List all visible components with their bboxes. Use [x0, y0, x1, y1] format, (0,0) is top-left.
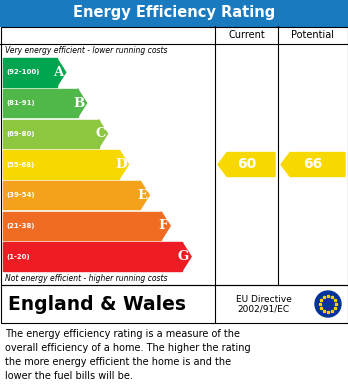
Text: (21-38): (21-38) [6, 223, 34, 229]
Text: lower the fuel bills will be.: lower the fuel bills will be. [5, 371, 133, 381]
Polygon shape [281, 152, 345, 176]
Text: 2002/91/EC: 2002/91/EC [237, 305, 290, 314]
Text: EU Directive: EU Directive [236, 294, 291, 303]
Bar [3, 151, 119, 179]
Bar [3, 242, 182, 271]
Circle shape [315, 291, 341, 317]
Bar [0, 285, 348, 323]
Bar [3, 89, 78, 117]
Text: Energy Efficiency Rating: Energy Efficiency Rating [73, 5, 275, 20]
Text: (81-91): (81-91) [6, 100, 34, 106]
Text: B: B [73, 97, 85, 109]
Polygon shape [218, 152, 275, 176]
Bar [0, 27, 348, 285]
Text: G: G [178, 250, 189, 263]
Text: D: D [115, 158, 126, 171]
Text: F: F [159, 219, 168, 232]
Polygon shape [161, 212, 170, 240]
Text: (1-20): (1-20) [6, 254, 30, 260]
Text: (55-68): (55-68) [6, 161, 34, 167]
Text: England & Wales: England & Wales [8, 294, 186, 314]
Text: (92-100): (92-100) [6, 69, 39, 75]
Polygon shape [57, 58, 66, 86]
Text: the more energy efficient the home is and the: the more energy efficient the home is an… [5, 357, 231, 367]
Polygon shape [182, 242, 191, 271]
Bar [3, 120, 98, 148]
Text: 66: 66 [303, 158, 323, 172]
Text: overall efficiency of a home. The higher the rating: overall efficiency of a home. The higher… [5, 343, 251, 353]
Text: The energy efficiency rating is a measure of the: The energy efficiency rating is a measur… [5, 329, 240, 339]
Text: Very energy efficient - lower running costs: Very energy efficient - lower running co… [5, 46, 167, 55]
Polygon shape [140, 181, 149, 209]
Bar [3, 212, 161, 240]
Text: (69-80): (69-80) [6, 131, 34, 137]
Polygon shape [78, 89, 87, 117]
Text: 60: 60 [237, 158, 256, 172]
Text: (39-54): (39-54) [6, 192, 34, 198]
Bar [0, 285, 348, 323]
Text: Current: Current [228, 30, 265, 40]
Polygon shape [98, 120, 108, 148]
Text: A: A [54, 66, 64, 79]
Text: Not energy efficient - higher running costs: Not energy efficient - higher running co… [5, 274, 167, 283]
Bar [3, 58, 57, 86]
Text: E: E [137, 189, 147, 202]
Bar [3, 181, 140, 209]
Text: C: C [95, 127, 105, 140]
Polygon shape [119, 151, 128, 179]
Bar [0, 26, 348, 285]
Text: Potential: Potential [292, 30, 334, 40]
Bar [0, 0, 348, 26]
